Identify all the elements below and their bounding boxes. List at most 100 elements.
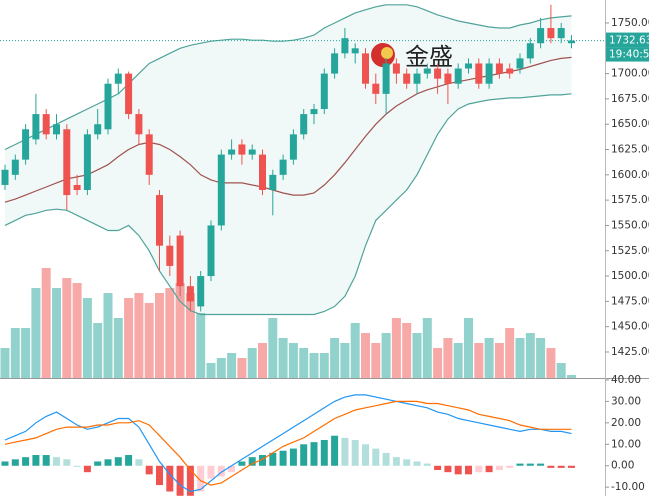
y-tick-label: 1425.00 <box>611 346 649 358</box>
histogram-bar <box>166 465 174 492</box>
volume-bar <box>278 338 288 378</box>
volume-bar <box>21 328 31 378</box>
volume-bar <box>165 288 175 378</box>
volume-bar <box>536 338 546 378</box>
candle-body <box>63 129 71 196</box>
y-tick-label: -10.00 <box>611 481 645 493</box>
candle-body <box>526 43 534 59</box>
histogram-bar <box>351 440 359 466</box>
histogram-bar <box>94 461 102 466</box>
histogram-bar <box>186 465 194 496</box>
volume-bar <box>525 333 535 378</box>
candle-body <box>11 159 19 175</box>
volume-bar <box>196 313 206 378</box>
candle-body <box>269 174 277 191</box>
volume-bar <box>227 353 237 378</box>
candle-body <box>94 124 102 135</box>
histogram-bar <box>197 465 205 492</box>
volume-bar <box>113 318 123 378</box>
volume-bar <box>134 293 144 378</box>
candle-body <box>22 129 30 160</box>
histogram-bar <box>392 457 400 466</box>
histogram-bar <box>300 444 308 466</box>
candle-body <box>392 63 400 74</box>
watermark-logo-inner <box>381 47 393 59</box>
histogram-bar <box>279 450 287 466</box>
y-tick-label: 1625.00 <box>611 144 649 156</box>
volume-bar <box>319 353 329 378</box>
bollinger-lower <box>4 93 572 316</box>
candle-body <box>516 58 524 69</box>
volume-bar <box>494 343 504 378</box>
candle-body <box>248 149 256 155</box>
candle-body <box>300 114 308 135</box>
volume-bar <box>505 328 515 378</box>
candle-body <box>135 114 143 135</box>
histogram-bar <box>73 465 81 467</box>
y-tick-label: 1525.00 <box>611 245 649 257</box>
histogram-bar <box>475 465 483 473</box>
candle-body <box>331 53 339 74</box>
histogram-bar <box>423 463 431 466</box>
volume-bar <box>556 363 566 378</box>
volume-bar <box>433 348 443 378</box>
y-tick-label: 1600.00 <box>611 169 649 181</box>
histogram-bar <box>83 465 91 473</box>
candle-body <box>186 286 194 302</box>
candle-body <box>1 169 9 185</box>
volume-bar <box>52 288 61 378</box>
volume-bar <box>484 338 494 378</box>
volume-bar <box>422 318 432 378</box>
macd-line <box>4 394 572 493</box>
histogram-bar <box>22 457 30 466</box>
volume-bar <box>144 303 154 378</box>
candle-body <box>475 63 483 84</box>
y-tick-label: 1650.00 <box>611 118 649 130</box>
volume-bar <box>361 333 370 378</box>
candle-body <box>104 83 112 130</box>
histogram-bar <box>207 465 215 479</box>
volume-bar <box>247 348 257 378</box>
volume-bar <box>237 358 247 378</box>
histogram-bar <box>310 442 318 466</box>
volume-bar <box>299 348 309 378</box>
histogram-bar <box>259 455 266 466</box>
volume-bar <box>268 318 278 378</box>
volume-bar <box>82 298 92 378</box>
candle-body <box>568 40 575 44</box>
candle-body <box>547 28 555 39</box>
candle-body <box>73 184 81 191</box>
y-tick-label: 1675.00 <box>611 93 649 105</box>
volume-bar <box>330 338 340 378</box>
volume-bar <box>546 348 556 378</box>
candle-body <box>403 73 411 84</box>
y-tick-label: 40.00 <box>611 374 641 386</box>
volume-bar <box>216 358 226 378</box>
y-tick-label: 1550.00 <box>611 219 649 231</box>
histogram-bar <box>217 465 225 477</box>
histogram-bar <box>114 457 122 466</box>
volume-bar <box>309 353 319 378</box>
volume-bar <box>41 268 51 378</box>
volume-bar <box>443 338 453 378</box>
histogram-bar <box>434 465 442 471</box>
histogram-bar <box>444 465 452 473</box>
countdown-label: 19:40:56 <box>609 49 649 61</box>
histogram-bar <box>320 440 328 466</box>
histogram-bar <box>42 455 50 466</box>
last-price-badge <box>606 32 649 48</box>
histogram-bar <box>238 461 246 466</box>
y-tick-label: 30.00 <box>611 395 641 407</box>
candle-body <box>125 73 133 115</box>
candle-body <box>259 154 266 191</box>
candle-body <box>228 149 236 155</box>
volume-bar <box>515 338 525 378</box>
histogram-bar <box>145 465 153 475</box>
histogram-bar <box>331 435 339 466</box>
histogram-bar <box>1 461 9 466</box>
candle-body <box>382 63 390 94</box>
candle-body <box>32 114 40 140</box>
histogram-bar <box>526 463 534 466</box>
histogram-bar <box>537 463 545 466</box>
y-tick-label: 1575.00 <box>611 194 649 206</box>
